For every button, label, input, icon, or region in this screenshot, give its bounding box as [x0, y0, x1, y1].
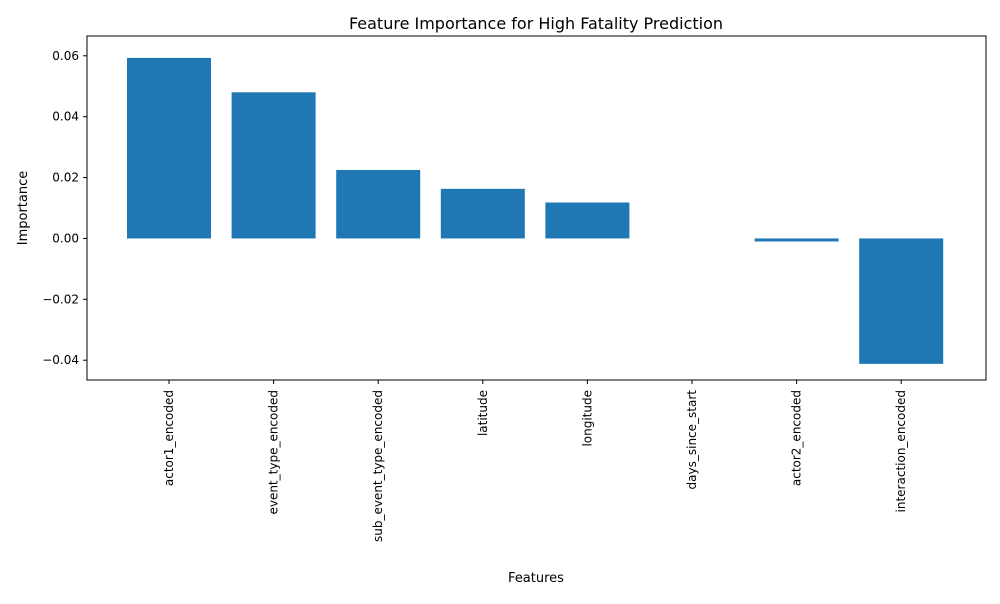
y-tick-label: 0.04	[52, 110, 79, 124]
bar-sub-event-type-encoded	[336, 169, 421, 239]
x-tick-label: actor1_encoded	[162, 390, 176, 486]
bar-actor2-encoded	[754, 238, 839, 242]
bar-longitude	[545, 202, 630, 239]
x-tick-label: longitude	[580, 390, 594, 447]
x-tick-label: actor2_encoded	[790, 390, 804, 486]
x-tick-label: sub_event_type_encoded	[371, 390, 385, 542]
x-tick-label: latitude	[476, 390, 490, 436]
x-axis-ticks: actor1_encoded event_type_encoded sub_even…	[162, 380, 908, 542]
x-tick-label: days_since_start	[685, 390, 699, 490]
bars-layer	[127, 57, 944, 364]
bar-interaction-encoded	[859, 238, 944, 364]
bar-actor1-encoded	[127, 57, 211, 239]
chart-title: Feature Importance for High Fatality Pre…	[349, 14, 723, 33]
plot-frame	[86, 35, 987, 381]
x-axis-label: Features	[508, 571, 564, 586]
y-tick-label: 0.02	[52, 171, 79, 185]
x-tick-label: event_type_encoded	[267, 390, 281, 515]
bar-latitude	[440, 188, 525, 239]
y-tick-label: 0.06	[52, 49, 79, 63]
x-tick-label: interaction_encoded	[894, 390, 908, 512]
y-axis-ticks: −0.04 −0.02 0.00 0.02 0.04 0.06	[42, 49, 87, 367]
y-tick-label: 0.00	[52, 231, 79, 245]
y-tick-label: −0.02	[42, 292, 79, 306]
y-axis-label: Importance	[16, 171, 31, 246]
y-tick-label: −0.04	[42, 353, 79, 367]
bar-event-type-encoded	[231, 92, 316, 239]
